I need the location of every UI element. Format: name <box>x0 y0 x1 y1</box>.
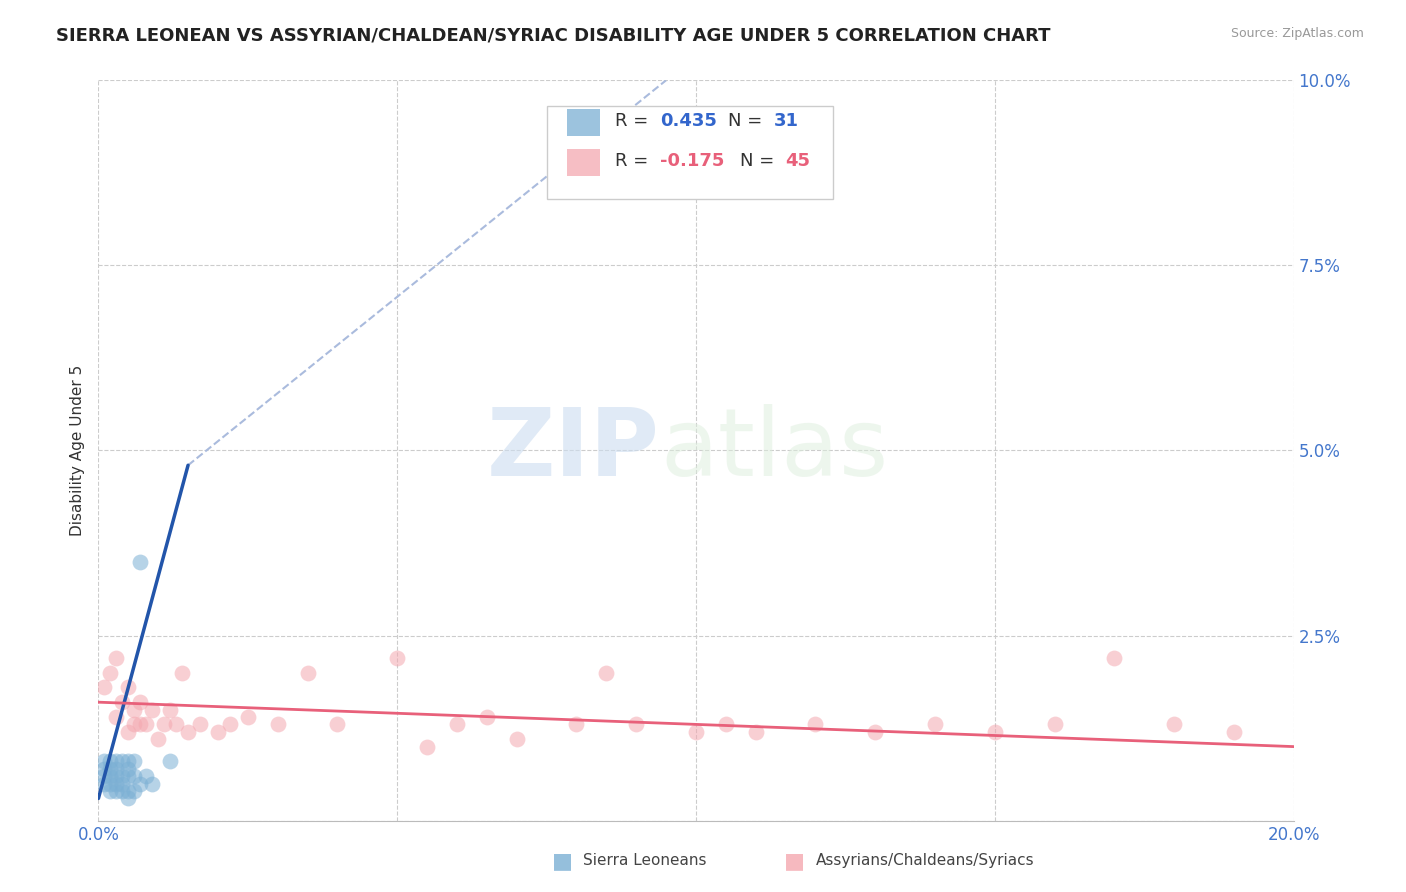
Text: 45: 45 <box>786 153 811 170</box>
Point <box>326 717 349 731</box>
Point <box>159 703 181 717</box>
Point <box>416 739 439 754</box>
Point <box>446 717 468 731</box>
Point <box>111 776 134 791</box>
Point <box>111 695 134 709</box>
Text: -0.175: -0.175 <box>661 153 724 170</box>
Point <box>124 717 146 731</box>
Point <box>111 755 134 769</box>
Text: N =: N = <box>728 112 768 130</box>
Point <box>93 755 115 769</box>
Point <box>117 791 139 805</box>
Point <box>188 717 211 731</box>
Point <box>148 732 170 747</box>
Point <box>135 717 157 731</box>
Point <box>117 724 139 739</box>
Point <box>565 717 588 731</box>
Point <box>141 776 163 791</box>
Text: R =: R = <box>614 112 654 130</box>
Point <box>98 755 122 769</box>
Point <box>105 776 128 791</box>
Point <box>105 710 128 724</box>
Point <box>804 717 827 731</box>
Point <box>98 784 122 798</box>
Text: SIERRA LEONEAN VS ASSYRIAN/CHALDEAN/SYRIAC DISABILITY AGE UNDER 5 CORRELATION CH: SIERRA LEONEAN VS ASSYRIAN/CHALDEAN/SYRI… <box>56 27 1050 45</box>
Text: Sierra Leoneans: Sierra Leoneans <box>583 854 707 868</box>
Point <box>129 776 152 791</box>
Point <box>111 769 134 783</box>
Point <box>129 717 152 731</box>
Text: 31: 31 <box>773 112 799 130</box>
Y-axis label: Disability Age Under 5: Disability Age Under 5 <box>69 365 84 536</box>
Point <box>267 717 290 731</box>
Point <box>1104 650 1126 665</box>
Point <box>124 755 146 769</box>
Text: atlas: atlas <box>661 404 889 497</box>
Point <box>117 769 139 783</box>
FancyBboxPatch shape <box>547 106 834 199</box>
Point <box>124 703 146 717</box>
Text: Source: ZipAtlas.com: Source: ZipAtlas.com <box>1230 27 1364 40</box>
Point <box>105 784 128 798</box>
Point <box>93 769 115 783</box>
Point <box>98 665 122 680</box>
Point <box>506 732 529 747</box>
Point <box>159 755 181 769</box>
Point <box>385 650 409 665</box>
Point <box>105 650 128 665</box>
Point <box>93 681 115 695</box>
Point <box>124 769 146 783</box>
Point <box>984 724 1007 739</box>
Point <box>105 755 128 769</box>
Point <box>129 695 152 709</box>
Point <box>98 769 122 783</box>
Point <box>172 665 194 680</box>
Point <box>236 710 259 724</box>
Bar <box>567 149 600 177</box>
Point <box>475 710 498 724</box>
Text: 0.435: 0.435 <box>661 112 717 130</box>
Point <box>685 724 707 739</box>
Point <box>1163 717 1185 731</box>
Text: ZIP: ZIP <box>488 404 661 497</box>
Text: N =: N = <box>740 153 780 170</box>
Point <box>165 717 187 731</box>
Point <box>105 769 128 783</box>
Point <box>98 762 122 776</box>
Point <box>141 703 163 717</box>
Point <box>111 784 134 798</box>
Point <box>117 784 139 798</box>
Point <box>129 554 152 569</box>
Point <box>117 755 139 769</box>
Point <box>93 776 115 791</box>
Point <box>124 784 146 798</box>
Point <box>924 717 946 731</box>
Point <box>297 665 319 680</box>
Point <box>865 724 887 739</box>
Text: Assyrians/Chaldeans/Syriacs: Assyrians/Chaldeans/Syriacs <box>815 854 1033 868</box>
Point <box>98 776 122 791</box>
Point <box>714 717 737 731</box>
Point <box>595 665 617 680</box>
Bar <box>567 109 600 136</box>
Point <box>135 769 157 783</box>
Point <box>1223 724 1246 739</box>
Text: ■: ■ <box>553 851 572 871</box>
Point <box>117 762 139 776</box>
Point <box>93 762 115 776</box>
Point <box>177 724 200 739</box>
Point <box>745 724 768 739</box>
Point <box>153 717 176 731</box>
Point <box>1043 717 1066 731</box>
Point <box>105 762 128 776</box>
Point <box>626 717 648 731</box>
Text: ■: ■ <box>785 851 804 871</box>
Point <box>207 724 229 739</box>
Point <box>219 717 242 731</box>
Text: R =: R = <box>614 153 654 170</box>
Point <box>117 681 139 695</box>
